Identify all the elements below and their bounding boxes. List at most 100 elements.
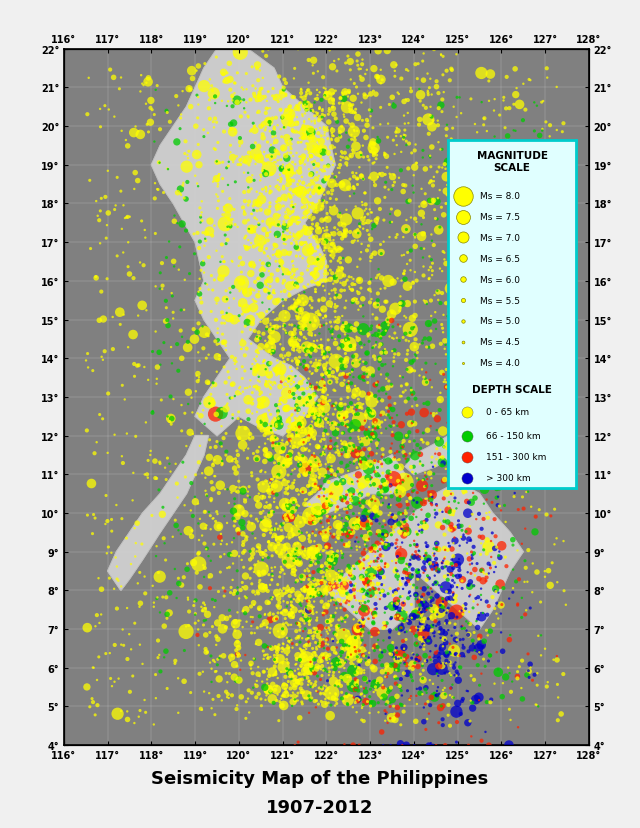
Point: [392, 484, 402, 498]
Point: [426, 261, 436, 274]
Point: [445, 617, 455, 630]
Point: [290, 671, 300, 684]
Point: [300, 237, 310, 250]
Point: [330, 298, 340, 311]
Point: [480, 474, 490, 488]
Point: [308, 320, 319, 333]
Point: [285, 545, 296, 558]
Point: [211, 665, 221, 678]
Point: [233, 412, 243, 426]
Point: [305, 407, 315, 421]
Point: [305, 660, 316, 673]
Point: [293, 137, 303, 150]
Point: [306, 487, 316, 500]
Point: [261, 367, 271, 380]
Point: [369, 455, 380, 468]
Point: [192, 89, 202, 103]
Point: [278, 460, 289, 473]
Point: [153, 566, 163, 580]
Point: [223, 691, 234, 705]
Point: [329, 156, 339, 169]
Point: [309, 161, 319, 175]
Point: [267, 541, 277, 554]
Point: [242, 316, 252, 330]
Point: [234, 592, 244, 605]
Point: [438, 246, 448, 259]
Point: [362, 244, 372, 258]
Point: [445, 592, 455, 605]
Point: [468, 541, 479, 554]
Point: [258, 414, 268, 427]
Point: [376, 238, 386, 252]
Point: [267, 573, 277, 586]
Point: [255, 84, 266, 97]
Point: [122, 602, 132, 615]
Point: [359, 604, 369, 618]
Point: [320, 448, 330, 461]
Point: [292, 381, 303, 394]
Point: [328, 61, 338, 75]
Point: [234, 500, 244, 513]
Point: [260, 648, 271, 662]
Point: [317, 143, 328, 156]
Point: [159, 336, 169, 349]
Point: [124, 628, 134, 641]
Point: [413, 623, 423, 637]
Point: [513, 598, 523, 611]
Point: [315, 455, 325, 469]
Point: [252, 495, 262, 508]
Point: [239, 286, 249, 299]
Point: [328, 176, 338, 189]
Point: [228, 156, 238, 170]
Point: [344, 322, 354, 335]
Point: [277, 434, 287, 447]
Point: [258, 215, 268, 229]
Point: [332, 440, 342, 454]
Point: [305, 232, 315, 245]
Point: [371, 339, 381, 352]
Point: [325, 249, 335, 262]
Point: [214, 521, 224, 534]
Point: [324, 103, 334, 116]
Point: [297, 108, 307, 122]
Point: [365, 604, 376, 617]
Point: [317, 343, 327, 356]
Point: [432, 558, 442, 571]
Point: [372, 551, 383, 565]
Point: [356, 480, 366, 493]
Point: [308, 212, 319, 225]
Point: [270, 314, 280, 327]
Point: [300, 498, 310, 511]
Point: [387, 521, 397, 534]
Point: [305, 438, 315, 451]
Point: [296, 84, 307, 98]
Point: [333, 243, 344, 257]
Point: [381, 296, 392, 309]
Point: [323, 498, 333, 512]
Point: [325, 570, 335, 583]
Point: [469, 227, 479, 240]
Point: [328, 94, 338, 107]
Point: [443, 543, 453, 556]
Point: [478, 303, 488, 316]
Point: [330, 580, 340, 593]
Point: [340, 86, 350, 99]
Point: [353, 304, 364, 317]
Point: [362, 575, 372, 589]
Point: [525, 602, 535, 615]
Point: [337, 565, 347, 578]
Point: [479, 513, 489, 526]
Point: [470, 563, 480, 576]
Point: [371, 149, 381, 162]
Point: [282, 582, 292, 595]
Point: [267, 568, 277, 581]
Point: [273, 522, 284, 536]
Point: [310, 118, 320, 131]
Point: [436, 599, 447, 612]
Point: [364, 651, 374, 664]
Point: [330, 646, 340, 659]
Point: [318, 195, 328, 208]
Point: [311, 263, 321, 277]
Point: [129, 183, 140, 196]
Point: [279, 216, 289, 229]
